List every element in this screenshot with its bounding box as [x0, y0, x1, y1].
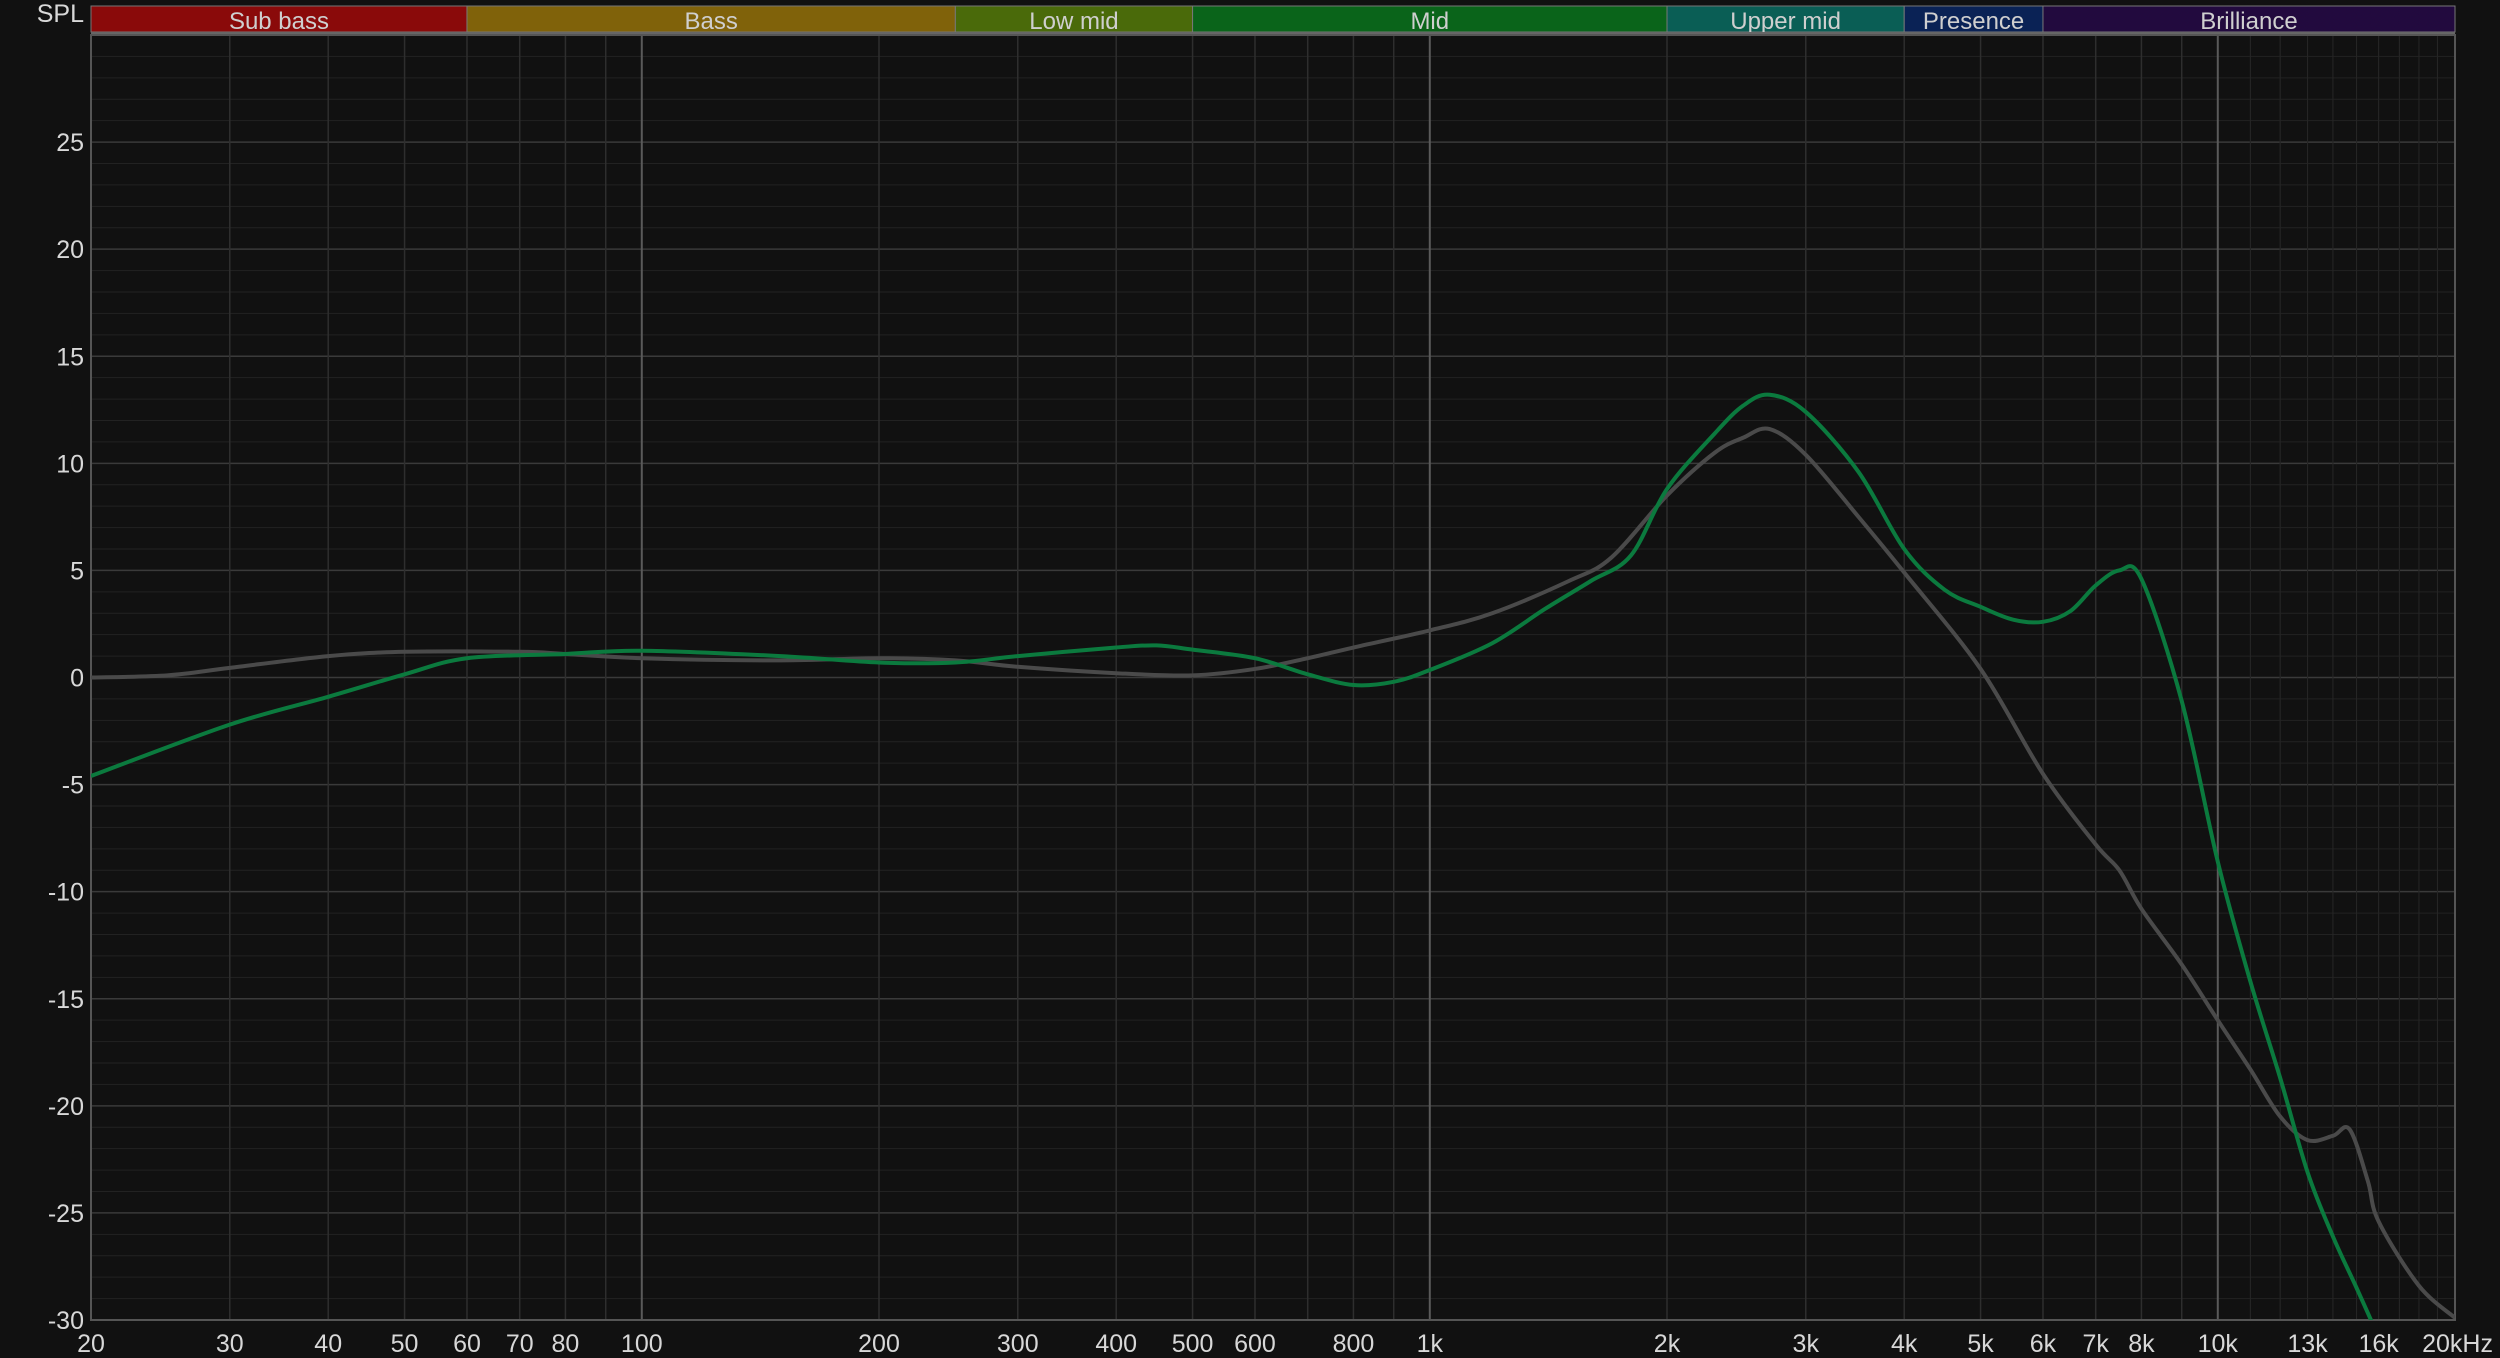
x-axis-ticks: 20 30 40 50 60 70 80 100 200 300 400 500 600 800 1k 2k 3…: [77, 1330, 2493, 1358]
y-tick-label: -20: [48, 1093, 84, 1121]
band-label: Upper mid: [1730, 8, 1841, 35]
x-tick-label: 1k: [1417, 1330, 1444, 1358]
curves: [91, 392, 2455, 1320]
band-low-mid: [954, 5, 1194, 33]
y-axis-ticks: 25 20 15 10 5 0 -5 -10 -15 -20 -25 -30: [48, 129, 84, 1335]
x-tick-label: 20kHz: [2422, 1330, 2493, 1358]
x-tick-label: 600: [1234, 1330, 1276, 1358]
band-label: Bass: [684, 8, 737, 35]
y-tick-label: 15: [56, 343, 84, 371]
y-tick-label: -30: [48, 1307, 84, 1335]
x-tick-label: 2k: [1654, 1330, 1681, 1358]
y-tick-label: 5: [70, 557, 84, 585]
response-curve: [91, 392, 2374, 1320]
x-tick-label: 50: [391, 1330, 419, 1358]
band-label: Brilliance: [2200, 8, 2297, 35]
x-tick-label: 800: [1333, 1330, 1375, 1358]
band-label: Sub bass: [229, 8, 329, 35]
y-tick-label: -10: [48, 879, 84, 907]
band-mid: [1192, 5, 1668, 33]
x-tick-label: 10k: [2198, 1330, 2239, 1358]
y-tick-label: -5: [62, 772, 84, 800]
grid: [90, 34, 2456, 1321]
y-tick-label: -25: [48, 1200, 84, 1228]
x-tick-label: 8k: [2128, 1330, 2155, 1358]
y-tick-label: 20: [56, 236, 84, 264]
x-tick-label: 13k: [2287, 1330, 2328, 1358]
x-tick-label: 80: [552, 1330, 580, 1358]
x-tick-label: 70: [506, 1330, 534, 1358]
y-tick-label: -15: [48, 986, 84, 1014]
x-tick-label: 300: [997, 1330, 1039, 1358]
x-tick-label: 500: [1172, 1330, 1214, 1358]
x-tick-label: 6k: [2030, 1330, 2057, 1358]
band-label: Mid: [1410, 8, 1449, 35]
x-tick-label: 4k: [1891, 1330, 1918, 1358]
band-bass: [466, 5, 956, 33]
x-tick-label: 100: [621, 1330, 663, 1358]
x-tick-label: 7k: [2083, 1330, 2110, 1358]
band-bar: Sub bass Bass Low mid Mid Upper mid Presence B…: [90, 5, 2456, 35]
y-tick-label: 0: [70, 665, 84, 693]
x-tick-label: 5k: [1967, 1330, 1994, 1358]
x-tick-label: 30: [216, 1330, 244, 1358]
band-presence: [1903, 5, 2044, 33]
x-tick-label: 16k: [2358, 1330, 2399, 1358]
y-axis-label: SPL: [37, 0, 84, 28]
y-tick-label: 10: [56, 450, 84, 478]
x-tick-label: 3k: [1793, 1330, 1820, 1358]
band-label: Low mid: [1029, 8, 1118, 35]
x-tick-label: 60: [453, 1330, 481, 1358]
x-tick-label: 20: [77, 1330, 105, 1358]
x-tick-label: 400: [1095, 1330, 1137, 1358]
x-tick-label: 200: [858, 1330, 900, 1358]
y-tick-label: 25: [56, 129, 84, 157]
x-tick-label: 40: [314, 1330, 342, 1358]
band-label: Presence: [1923, 8, 2024, 35]
reference-curve: [91, 426, 2455, 1320]
